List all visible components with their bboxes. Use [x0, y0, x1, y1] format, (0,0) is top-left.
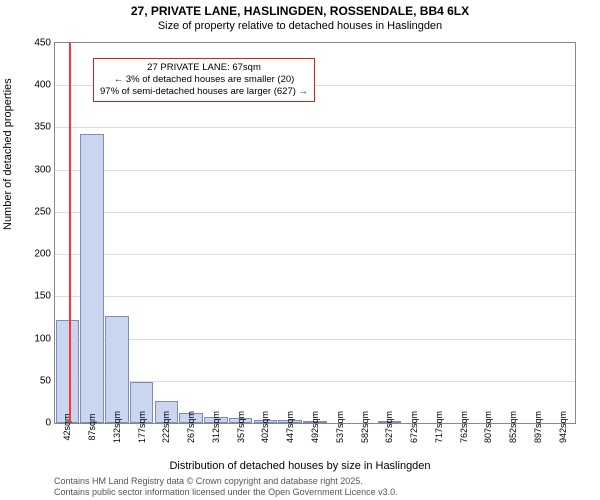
chart-plot-area: 05010015020025030035040045042sqm87sqm132… [54, 42, 576, 424]
x-tick-label: 672sqm [409, 411, 419, 443]
histogram-bar [105, 316, 129, 423]
x-tick-label: 357sqm [236, 411, 246, 443]
x-tick-label: 942sqm [558, 411, 568, 443]
x-tick-label: 177sqm [137, 411, 147, 443]
histogram-bar [56, 320, 80, 423]
y-tick-label: 250 [34, 206, 55, 217]
gridline [55, 212, 575, 213]
x-tick-label: 222sqm [161, 411, 171, 443]
footer-attribution: Contains HM Land Registry data © Crown c… [54, 476, 398, 498]
gridline [55, 170, 575, 171]
x-tick-label: 582sqm [360, 411, 370, 443]
x-tick-label: 807sqm [483, 411, 493, 443]
y-tick-label: 50 [40, 375, 55, 386]
x-tick-label: 627sqm [384, 411, 394, 443]
x-tick-label: 402sqm [260, 411, 270, 443]
footer-line-2: Contains public sector information licen… [54, 487, 398, 498]
y-tick-label: 400 [34, 80, 55, 91]
x-tick-label: 537sqm [335, 411, 345, 443]
y-tick-label: 200 [34, 249, 55, 260]
y-tick-label: 150 [34, 291, 55, 302]
x-tick-label: 897sqm [533, 411, 543, 443]
gridline [55, 339, 575, 340]
property-marker-line [69, 43, 71, 423]
x-axis-label: Distribution of detached houses by size … [0, 460, 600, 472]
y-tick-label: 0 [45, 418, 55, 429]
y-tick-label: 100 [34, 333, 55, 344]
x-tick-label: 312sqm [211, 411, 221, 443]
gridline [55, 127, 575, 128]
x-tick-label: 267sqm [186, 411, 196, 443]
x-tick-label: 42sqm [62, 413, 72, 440]
chart-container: 27, PRIVATE LANE, HASLINGDEN, ROSSENDALE… [0, 0, 600, 500]
histogram-bar [80, 134, 104, 423]
annotation-line: ← 3% of detached houses are smaller (20) [100, 74, 308, 86]
x-tick-label: 717sqm [434, 411, 444, 443]
gridline [55, 296, 575, 297]
annotation-line: 27 PRIVATE LANE: 67sqm [100, 62, 308, 74]
x-tick-label: 492sqm [310, 411, 320, 443]
y-tick-label: 300 [34, 164, 55, 175]
annotation-callout: 27 PRIVATE LANE: 67sqm← 3% of detached h… [93, 58, 315, 102]
y-tick-label: 450 [34, 38, 55, 49]
x-tick-label: 132sqm [112, 411, 122, 443]
x-tick-label: 87sqm [87, 413, 97, 440]
x-tick-label: 447sqm [285, 411, 295, 443]
y-tick-label: 350 [34, 122, 55, 133]
gridline [55, 254, 575, 255]
x-tick-label: 762sqm [459, 411, 469, 443]
annotation-line: 97% of semi-detached houses are larger (… [100, 86, 308, 98]
chart-subtitle: Size of property relative to detached ho… [0, 20, 600, 36]
footer-line-1: Contains HM Land Registry data © Crown c… [54, 476, 398, 487]
y-axis-label: Number of detached properties [2, 78, 14, 230]
x-tick-label: 852sqm [508, 411, 518, 443]
chart-title: 27, PRIVATE LANE, HASLINGDEN, ROSSENDALE… [0, 0, 600, 20]
